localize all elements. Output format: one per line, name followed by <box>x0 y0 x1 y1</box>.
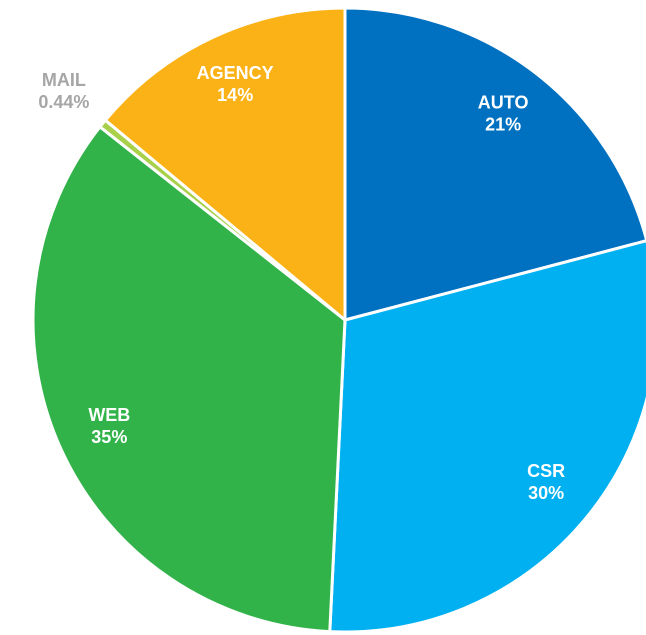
slice-label: AGENCY <box>197 63 274 83</box>
slice-label: CSR <box>527 461 565 481</box>
slice-value-label: 14% <box>217 85 253 105</box>
pie-slice <box>328 239 646 634</box>
slice-value-label: 21% <box>485 115 521 135</box>
slice-value-label: 30% <box>528 483 564 503</box>
pie-slice <box>31 124 347 634</box>
slice-value-label: 0.44% <box>38 92 89 112</box>
slice-label: MAIL <box>42 70 86 90</box>
slice-value-label: 35% <box>91 427 127 447</box>
pie-slice <box>103 6 347 324</box>
slice-label: AUTO <box>478 93 529 113</box>
pie-slice <box>343 6 646 322</box>
slice-label: WEB <box>88 405 130 425</box>
